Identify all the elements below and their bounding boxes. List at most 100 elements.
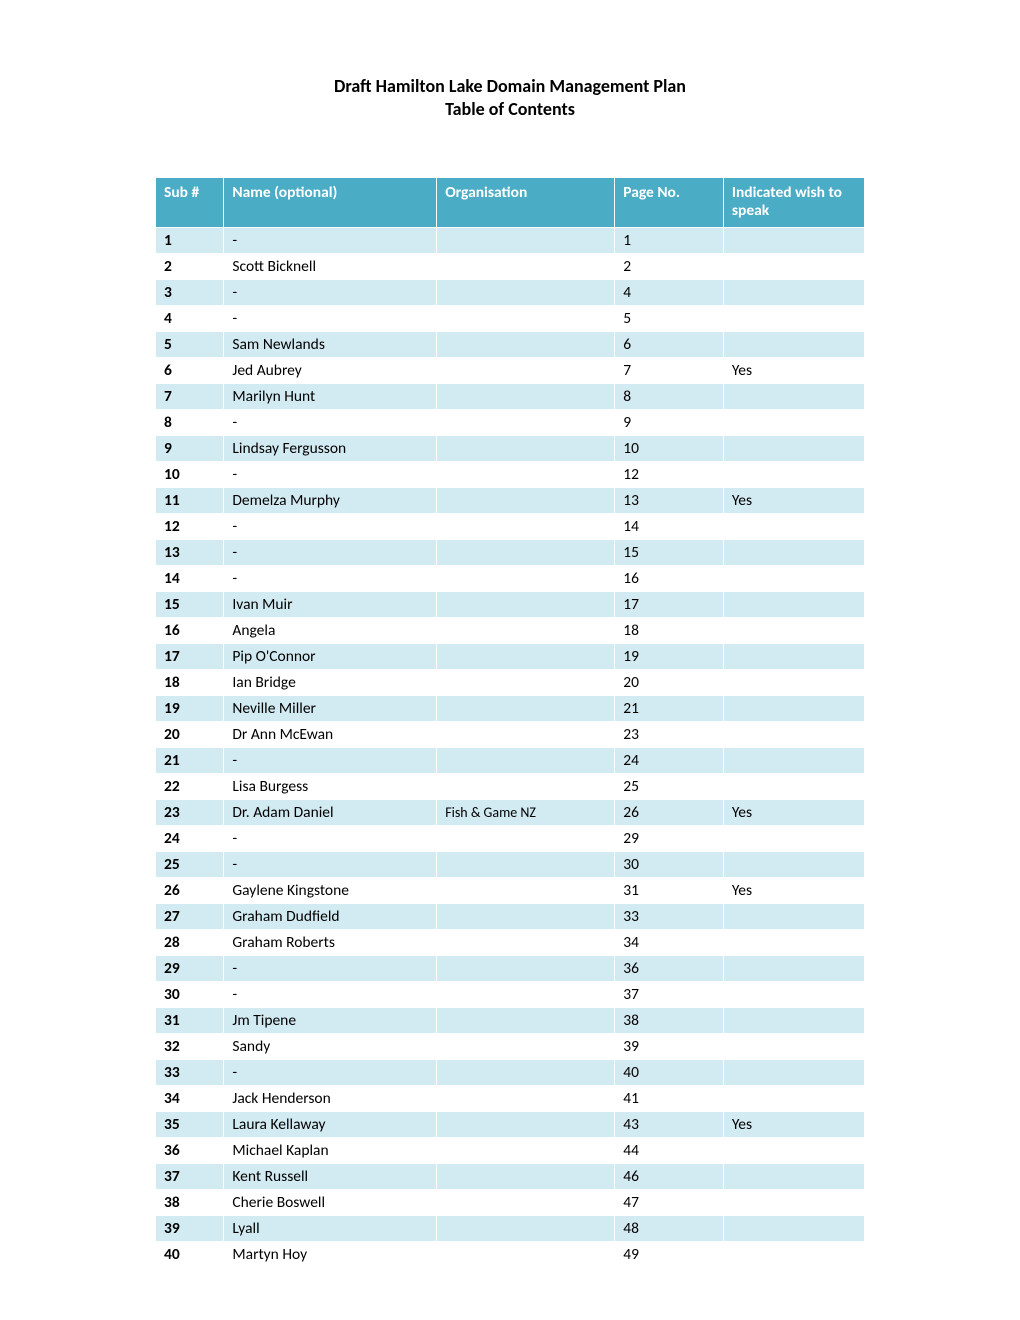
cell-org [437,877,615,903]
table-row: 18Ian Bridge20 [156,669,865,695]
cell-speak: Yes [723,487,864,513]
cell-sub: 27 [156,903,224,929]
table-row: 11Demelza Murphy13Yes [156,487,865,513]
cell-page: 8 [615,383,724,409]
table-row: 7Marilyn Hunt8 [156,383,865,409]
cell-sub: 18 [156,669,224,695]
cell-sub: 34 [156,1085,224,1111]
cell-name: Ivan Muir [224,591,437,617]
cell-org [437,1007,615,1033]
table-row: 1-1 [156,227,865,253]
title-line-1: Draft Hamilton Lake Domain Management Pl… [155,75,865,98]
cell-sub: 3 [156,279,224,305]
cell-page: 24 [615,747,724,773]
table-row: 5Sam Newlands6 [156,331,865,357]
cell-page: 16 [615,565,724,591]
table-row: 31Jm Tipene38 [156,1007,865,1033]
cell-sub: 38 [156,1189,224,1215]
cell-name: Jack Henderson [224,1085,437,1111]
document-page: Draft Hamilton Lake Domain Management Pl… [0,0,1020,1320]
table-row: 27Graham Dudfield33 [156,903,865,929]
cell-org [437,825,615,851]
cell-page: 33 [615,903,724,929]
cell-speak [723,1241,864,1267]
cell-sub: 6 [156,357,224,383]
cell-speak [723,981,864,1007]
cell-speak: Yes [723,877,864,903]
cell-page: 2 [615,253,724,279]
cell-name: - [224,305,437,331]
table-row: 25-30 [156,851,865,877]
cell-page: 38 [615,1007,724,1033]
cell-org [437,747,615,773]
cell-speak [723,591,864,617]
cell-name: - [224,227,437,253]
cell-org [437,721,615,747]
cell-name: Jed Aubrey [224,357,437,383]
cell-page: 9 [615,409,724,435]
cell-name: - [224,461,437,487]
cell-page: 4 [615,279,724,305]
cell-sub: 17 [156,643,224,669]
cell-page: 26 [615,799,724,825]
cell-org [437,1085,615,1111]
cell-org [437,955,615,981]
cell-name: Jm Tipene [224,1007,437,1033]
cell-sub: 28 [156,929,224,955]
cell-name: Dr Ann McEwan [224,721,437,747]
cell-page: 46 [615,1163,724,1189]
cell-org [437,305,615,331]
cell-name: - [224,539,437,565]
cell-name: - [224,565,437,591]
table-row: 28Graham Roberts 34 [156,929,865,955]
cell-page: 34 [615,929,724,955]
cell-speak [723,773,864,799]
cell-org [437,695,615,721]
cell-page: 19 [615,643,724,669]
cell-org [437,357,615,383]
cell-speak [723,669,864,695]
cell-page: 1 [615,227,724,253]
cell-org [437,1189,615,1215]
cell-sub: 21 [156,747,224,773]
cell-page: 39 [615,1033,724,1059]
table-row: 10-12 [156,461,865,487]
cell-speak [723,227,864,253]
cell-sub: 33 [156,1059,224,1085]
cell-name: Pip O'Connor [224,643,437,669]
cell-org [437,929,615,955]
cell-speak [723,565,864,591]
cell-speak [723,1163,864,1189]
cell-sub: 10 [156,461,224,487]
cell-sub: 12 [156,513,224,539]
cell-sub: 16 [156,617,224,643]
cell-sub: 8 [156,409,224,435]
toc-table: Sub # Name (optional) Organisation Page … [155,177,865,1268]
cell-speak: Yes [723,1111,864,1137]
cell-name: - [224,513,437,539]
cell-sub: 20 [156,721,224,747]
cell-speak [723,539,864,565]
cell-name: Graham Roberts [224,929,437,955]
cell-name: Marilyn Hunt [224,383,437,409]
cell-speak: Yes [723,799,864,825]
cell-name: Ian Bridge [224,669,437,695]
cell-page: 37 [615,981,724,1007]
cell-speak [723,383,864,409]
cell-sub: 14 [156,565,224,591]
table-row: 12-14 [156,513,865,539]
table-row: 19Neville Miller21 [156,695,865,721]
cell-name: - [224,981,437,1007]
cell-speak: Yes [723,357,864,383]
cell-sub: 2 [156,253,224,279]
cell-name: Sam Newlands [224,331,437,357]
cell-sub: 9 [156,435,224,461]
cell-page: 40 [615,1059,724,1085]
cell-speak [723,253,864,279]
table-row: 23Dr. Adam DanielFish & Game NZ26Yes [156,799,865,825]
cell-page: 30 [615,851,724,877]
cell-sub: 1 [156,227,224,253]
table-header-row: Sub # Name (optional) Organisation Page … [156,177,865,227]
table-row: 14- 16 [156,565,865,591]
cell-speak [723,851,864,877]
